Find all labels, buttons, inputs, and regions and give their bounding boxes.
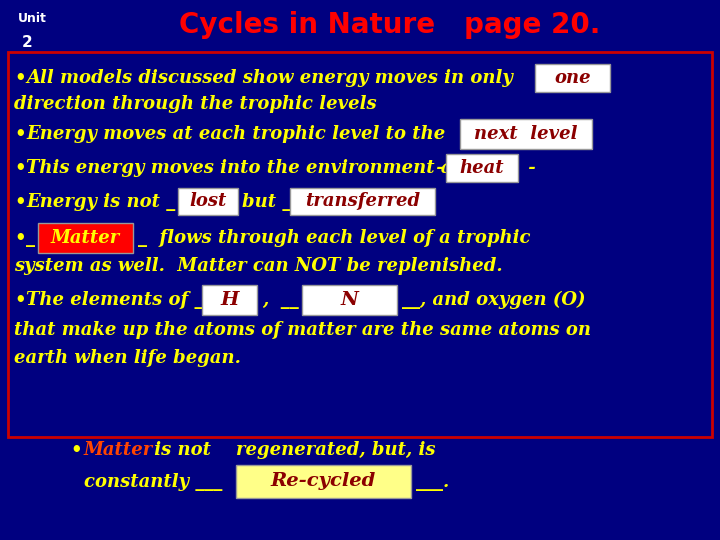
Text: is not    regenerated, but, is: is not regenerated, but, is [148,441,436,459]
Text: •: • [14,159,26,177]
Text: ___.: ___. [416,473,462,491]
Text: All models discussed show energy moves in only: All models discussed show energy moves i… [26,69,513,87]
Text: _: _ [26,229,35,247]
FancyBboxPatch shape [202,285,257,315]
FancyBboxPatch shape [446,154,518,182]
Text: •: • [14,69,26,87]
Text: system as well.  Matter can NOT be replenished.: system as well. Matter can NOT be replen… [14,257,503,275]
Text: lost: lost [189,192,227,211]
Text: direction through the trophic levels: direction through the trophic levels [14,95,377,113]
FancyBboxPatch shape [302,285,397,315]
FancyBboxPatch shape [8,52,712,437]
Text: •: • [14,291,26,309]
Text: This energy moves into the environment as: This energy moves into the environment a… [26,159,463,177]
FancyBboxPatch shape [535,64,610,92]
Text: Matter: Matter [51,229,120,247]
Text: •: • [70,441,81,459]
Text: Cycles in Nature   page 20.: Cycles in Nature page 20. [179,11,600,39]
Text: that make up the atoms of matter are the same atoms on: that make up the atoms of matter are the… [14,321,591,339]
Text: constantly ___: constantly ___ [84,473,222,491]
FancyBboxPatch shape [236,465,411,498]
FancyBboxPatch shape [290,188,435,215]
Text: next  level: next level [474,125,577,143]
FancyBboxPatch shape [460,119,592,149]
Text: but _: but _ [242,193,292,211]
Text: earth when life began.: earth when life began. [14,349,241,367]
FancyBboxPatch shape [38,223,133,253]
FancyBboxPatch shape [178,188,238,215]
Text: Unit: Unit [18,12,47,25]
Text: •: • [14,193,26,211]
Text: •: • [14,125,26,143]
Text: __, and oxygen (O): __, and oxygen (O) [402,291,585,309]
Text: -: - [522,159,536,177]
Text: The elements of _: The elements of _ [26,291,204,309]
Text: -: - [430,159,444,177]
Text: Matter: Matter [84,441,153,459]
Text: Re-cycled: Re-cycled [271,472,376,490]
Text: ,  __: , __ [262,291,299,309]
Text: •: • [14,229,26,247]
Text: _  flows through each level of a trophic: _ flows through each level of a trophic [138,229,531,247]
Text: H: H [220,291,239,309]
Text: Energy moves at each trophic level to the: Energy moves at each trophic level to th… [26,125,445,143]
Text: 2: 2 [22,35,32,50]
Text: heat: heat [459,159,504,177]
Text: Energy is not _: Energy is not _ [26,193,175,211]
Text: N: N [341,291,359,309]
Text: transferred: transferred [305,192,420,211]
Text: one: one [554,69,591,87]
